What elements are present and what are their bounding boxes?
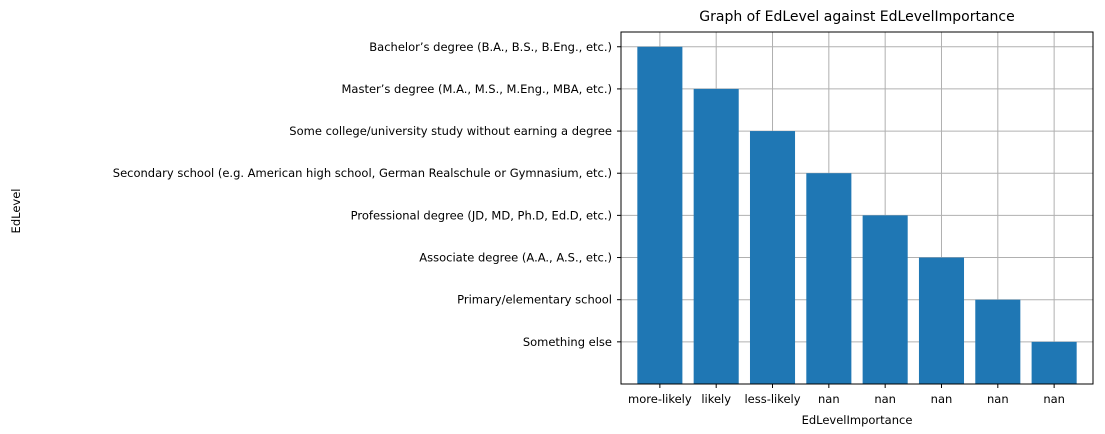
y-tick-label: Something else — [523, 335, 612, 349]
x-tick-label: less-likely — [744, 392, 800, 406]
x-axis-label: EdLevelImportance — [802, 413, 913, 427]
bar — [1031, 341, 1077, 384]
x-tick-label: more-likely — [628, 392, 692, 406]
axes-layer: more-likely likely less-likely nan nan nan nan… — [113, 31, 1094, 406]
bars-layer — [637, 46, 1077, 385]
y-tick-label: Primary/elementary school — [457, 293, 612, 307]
bar — [693, 88, 739, 384]
bar — [806, 173, 852, 384]
x-tick-label: nan — [931, 392, 953, 406]
bar — [749, 131, 796, 384]
bar — [918, 257, 965, 384]
x-tick-label: nan — [818, 392, 840, 406]
y-tick-label: Secondary school (e.g. American high sch… — [113, 166, 612, 180]
bar — [975, 299, 1021, 384]
x-tick-label: likely — [701, 392, 731, 406]
x-tick-label: nan — [1043, 392, 1065, 406]
y-tick-label: Associate degree (A.A., A.S., etc.) — [419, 251, 612, 265]
bar — [862, 215, 908, 384]
grid-layer — [621, 32, 1093, 384]
y-tick-label: Master’s degree (M.A., M.S., M.Eng., MBA… — [341, 82, 612, 96]
y-tick-label: Professional degree (JD, MD, Ph.D, Ed.D,… — [351, 208, 612, 222]
x-tick-label: nan — [874, 392, 896, 406]
plot-frame — [620, 31, 1094, 385]
chart-title: Graph of EdLevel against EdLevelImportan… — [699, 9, 1014, 25]
bar — [637, 46, 683, 385]
y-tick-label: Bachelor’s degree (B.A., B.S., B.Eng., e… — [369, 40, 612, 54]
y-axis-label: EdLevel — [9, 189, 23, 234]
y-tick-label: Some college/university study without ea… — [289, 124, 612, 138]
x-tick-label: nan — [987, 392, 1009, 406]
